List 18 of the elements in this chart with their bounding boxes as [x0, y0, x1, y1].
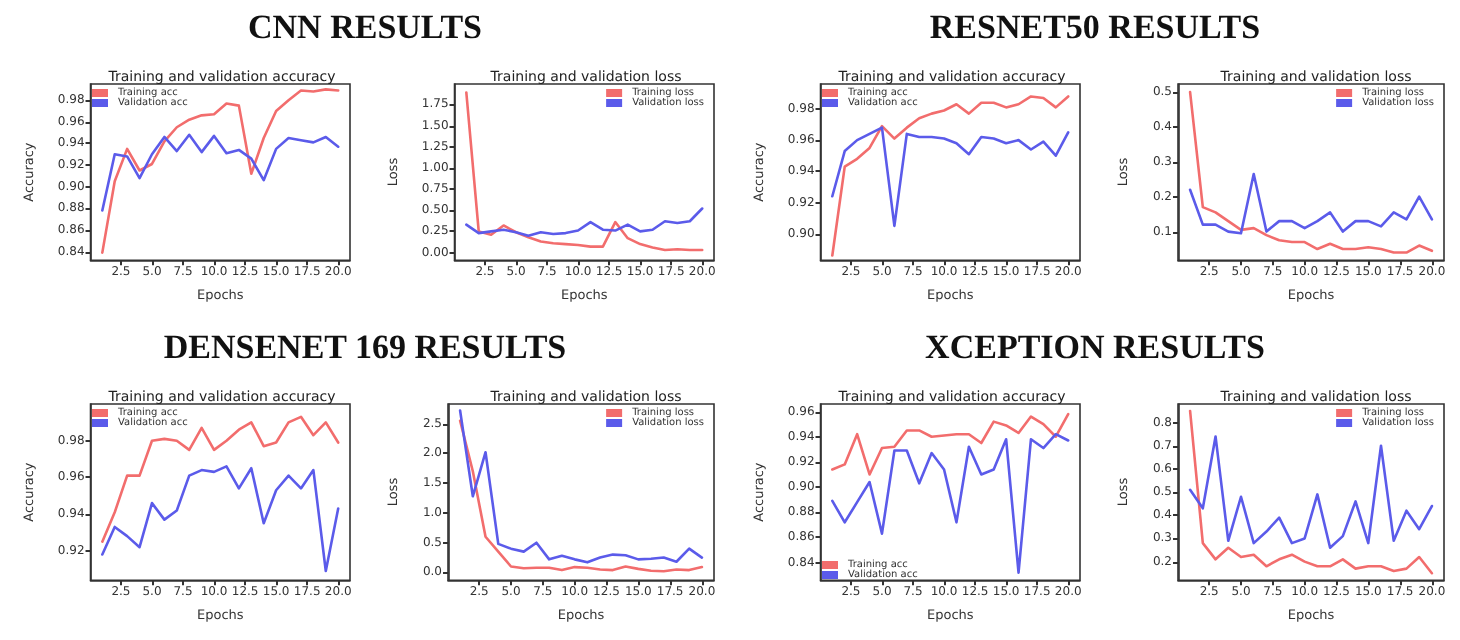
line-series — [830, 95, 1069, 257]
line-series — [464, 91, 703, 252]
text: CNN RESULTS — [248, 8, 482, 48]
line-series — [100, 465, 339, 573]
line-series — [100, 415, 339, 543]
line-series — [1187, 172, 1433, 235]
text: DENSENET 169 RESULTS — [163, 328, 567, 368]
line-series — [1187, 90, 1433, 254]
line-series — [830, 412, 1069, 476]
line-series — [1187, 435, 1433, 550]
text: XCEPTION RESULTS — [925, 328, 1265, 368]
line-series — [464, 207, 703, 237]
text: RESNET50 RESULTS — [929, 8, 1261, 48]
line-series — [830, 432, 1069, 574]
line-series — [100, 88, 339, 254]
line-series — [100, 133, 339, 212]
line-series — [1187, 409, 1433, 575]
line-series — [830, 126, 1069, 228]
